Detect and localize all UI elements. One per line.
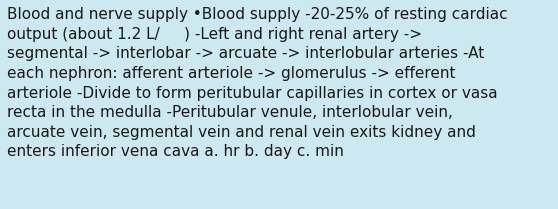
- Text: Blood and nerve supply •Blood supply -20-25% of resting cardiac
output (about 1.: Blood and nerve supply •Blood supply -20…: [7, 7, 507, 159]
